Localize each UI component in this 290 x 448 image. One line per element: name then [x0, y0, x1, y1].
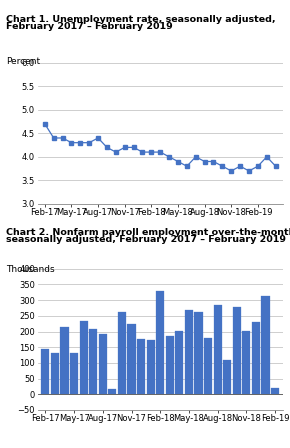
Bar: [137, 340, 145, 394]
Bar: [79, 322, 88, 394]
Bar: [108, 388, 116, 394]
Bar: [146, 340, 155, 394]
Text: Thousands: Thousands: [6, 265, 55, 274]
Bar: [242, 331, 251, 394]
Bar: [89, 329, 97, 394]
Bar: [195, 312, 203, 394]
Bar: [233, 307, 241, 394]
Bar: [41, 349, 49, 394]
Bar: [223, 360, 231, 394]
Bar: [60, 327, 68, 394]
Text: Chart 1. Unemployment rate, seasonally adjusted,: Chart 1. Unemployment rate, seasonally a…: [6, 15, 276, 24]
Bar: [271, 388, 279, 394]
Text: Chart 2. Nonfarm payroll employment over-the-month change,: Chart 2. Nonfarm payroll employment over…: [6, 228, 290, 237]
Text: Percent: Percent: [6, 57, 40, 66]
Bar: [70, 353, 78, 394]
Text: seasonally adjusted, February 2017 – February 2019: seasonally adjusted, February 2017 – Feb…: [6, 235, 286, 244]
Bar: [214, 305, 222, 394]
Bar: [185, 310, 193, 394]
Bar: [118, 312, 126, 394]
Bar: [99, 334, 107, 394]
Bar: [51, 353, 59, 394]
Bar: [166, 336, 174, 394]
Bar: [252, 322, 260, 394]
Bar: [204, 338, 212, 394]
Bar: [262, 297, 270, 394]
Bar: [156, 291, 164, 394]
Bar: [175, 331, 184, 394]
Bar: [127, 324, 136, 394]
Text: February 2017 – February 2019: February 2017 – February 2019: [6, 22, 173, 31]
